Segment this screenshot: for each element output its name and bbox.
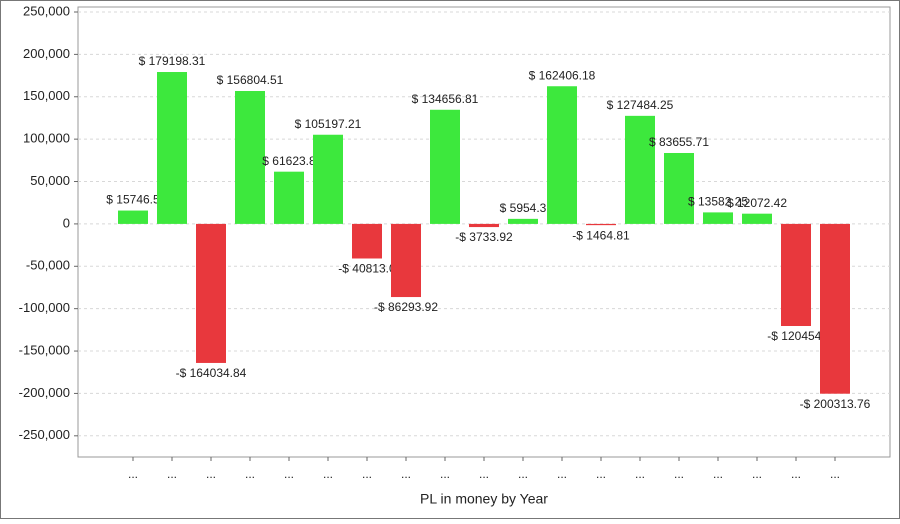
x-tick-label: ... xyxy=(167,467,177,481)
bar xyxy=(820,223,850,394)
x-tick-label: ... xyxy=(323,467,333,481)
bar xyxy=(469,223,499,228)
data-label: $ 156804.51 xyxy=(217,73,284,87)
x-tick-label: ... xyxy=(713,467,723,481)
y-tick-label: 200,000 xyxy=(23,46,70,61)
bar xyxy=(157,72,187,224)
data-label: $ 105197.21 xyxy=(295,117,362,131)
x-tick-label: ... xyxy=(245,467,255,481)
data-label: $ 162406.18 xyxy=(529,68,596,82)
x-axis-label: PL in money by Year xyxy=(420,491,548,507)
data-label: $ 83655.71 xyxy=(649,135,709,149)
bar xyxy=(196,223,226,363)
y-tick-label: -100,000 xyxy=(19,300,70,315)
data-label: $ 15746.5 xyxy=(106,193,160,207)
bar xyxy=(547,86,577,224)
x-tick-label: ... xyxy=(440,467,450,481)
data-label: -$ 3733.92 xyxy=(455,230,513,244)
data-label: $ 179198.31 xyxy=(139,54,206,68)
y-tick-label: 150,000 xyxy=(23,88,70,103)
bar xyxy=(781,223,811,327)
data-label: $ 13582.25 xyxy=(688,195,748,209)
data-label: -$ 86293.92 xyxy=(374,300,438,314)
x-tick-label: ... xyxy=(401,467,411,481)
bar xyxy=(586,223,616,226)
x-tick-label: ... xyxy=(674,467,684,481)
x-tick-label: ... xyxy=(791,467,801,481)
bar xyxy=(430,109,460,224)
data-label: $ 127484.25 xyxy=(607,98,674,112)
x-tick-label: ... xyxy=(362,467,372,481)
y-tick-label: 100,000 xyxy=(23,131,70,146)
x-tick-label: ... xyxy=(830,467,840,481)
y-tick-label: 50,000 xyxy=(30,173,70,188)
bar xyxy=(235,90,265,224)
data-label: -$ 40813.0 xyxy=(338,262,396,276)
bar xyxy=(313,134,343,224)
data-label: $ 12072.42 xyxy=(727,196,787,210)
bar xyxy=(742,213,772,224)
y-tick-label: 250,000 xyxy=(23,3,70,18)
bar xyxy=(703,212,733,224)
data-label: $ 134656.81 xyxy=(412,92,479,106)
data-label: $ 61623.8 xyxy=(262,154,316,168)
y-tick-label: -250,000 xyxy=(19,427,70,442)
data-label: -$ 164034.84 xyxy=(176,366,247,380)
bar xyxy=(274,171,304,224)
bar xyxy=(118,210,148,224)
data-label: -$ 120454. xyxy=(767,329,824,343)
bar xyxy=(664,152,694,224)
x-tick-label: ... xyxy=(479,467,489,481)
x-tick-label: ... xyxy=(206,467,216,481)
bar xyxy=(391,223,421,298)
x-tick-label: ... xyxy=(596,467,606,481)
y-tick-label: -200,000 xyxy=(19,385,70,400)
bar xyxy=(508,218,538,224)
x-tick-label: ... xyxy=(128,467,138,481)
y-tick-label: -50,000 xyxy=(26,258,70,273)
y-tick-label: -150,000 xyxy=(19,342,70,357)
x-tick-label: ... xyxy=(557,467,567,481)
y-tick-label: 0 xyxy=(63,215,70,230)
data-label: -$ 200313.76 xyxy=(800,397,871,411)
x-tick-label: ... xyxy=(635,467,645,481)
x-tick-label: ... xyxy=(284,467,294,481)
data-label: $ 5954.3 xyxy=(500,201,547,215)
data-label: -$ 1464.81 xyxy=(572,228,630,242)
x-tick-label: ... xyxy=(518,467,528,481)
x-tick-label: ... xyxy=(752,467,762,481)
bar xyxy=(625,115,655,224)
bar xyxy=(352,223,382,259)
